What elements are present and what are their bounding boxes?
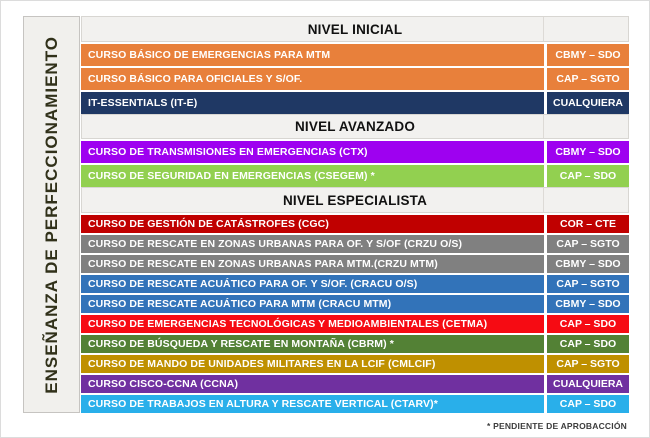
section-title: NIVEL AVANZADO: [294, 119, 416, 134]
rank-range-badge: CBMY – SDO: [547, 295, 629, 313]
course-level-section: NIVEL AVANZADO CURSO DE TRANSMISIONES EN…: [81, 114, 629, 187]
course-label: CURSO DE TRANSMISIONES EN EMERGENCIAS (C…: [88, 146, 368, 158]
course-label: CURSO DE MANDO DE UNIDADES MILITARES EN …: [88, 358, 436, 370]
course-label: CURSO BÁSICO PARA OFICIALES Y S/OF.: [88, 73, 303, 85]
course-name-cell: CURSO DE BÚSQUEDA Y RESCATE EN MONTAÑA (…: [81, 335, 544, 353]
course-label: CURSO DE GESTIÓN DE CATÁSTROFES (CGC): [88, 218, 329, 230]
rank-range-label: CBMY – SDO: [555, 298, 621, 310]
course-row: CURSO BÁSICO PARA OFICIALES Y S/OF. CAP …: [81, 68, 629, 90]
rank-range-badge: CUALQUIERA: [547, 375, 629, 393]
course-row: CURSO DE TRANSMISIONES EN EMERGENCIAS (C…: [81, 141, 629, 163]
course-row: CURSO BÁSICO DE EMERGENCIAS PARA MTM CBM…: [81, 44, 629, 66]
rank-range-label: CAP – SDO: [559, 170, 617, 182]
course-row: CURSO DE GESTIÓN DE CATÁSTROFES (CGC) CO…: [81, 215, 629, 233]
section-rows: CURSO BÁSICO DE EMERGENCIAS PARA MTM CBM…: [81, 44, 629, 114]
course-row: CURSO DE EMERGENCIAS TECNOLÓGICAS Y MEDI…: [81, 315, 629, 333]
course-name-cell: CURSO DE SEGURIDAD EN EMERGENCIAS (CSEGE…: [81, 165, 544, 187]
rank-range-label: CBMY – SDO: [555, 258, 621, 270]
rank-range-badge: COR – CTE: [547, 215, 629, 233]
rank-range-badge: CBMY – SDO: [547, 44, 629, 66]
course-row: CURSO DE RESCATE ACUÁTICO PARA MTM (CRAC…: [81, 295, 629, 313]
rank-range-label: CAP – SGTO: [556, 358, 620, 370]
rank-range-label: COR – CTE: [559, 218, 616, 230]
course-name-cell: CURSO DE GESTIÓN DE CATÁSTROFES (CGC): [81, 215, 544, 233]
section-header: NIVEL INICIAL: [81, 16, 629, 42]
course-name-cell: CURSO CISCO-CCNA (CCNA): [81, 375, 544, 393]
rank-range-badge: CAP – SGTO: [547, 235, 629, 253]
section-header: NIVEL ESPECIALISTA: [81, 187, 629, 213]
rank-range-badge: CAP – SDO: [547, 335, 629, 353]
course-name-cell: CURSO DE MANDO DE UNIDADES MILITARES EN …: [81, 355, 544, 373]
section-rows: CURSO DE GESTIÓN DE CATÁSTROFES (CGC) CO…: [81, 215, 629, 413]
rank-range-label: CUALQUIERA: [553, 378, 623, 390]
course-label: CURSO CISCO-CCNA (CCNA): [88, 378, 239, 390]
course-name-cell: CURSO DE RESCATE ACUÁTICO PARA OF. Y S/O…: [81, 275, 544, 293]
course-label: CURSO DE RESCATE EN ZONAS URBANAS PARA O…: [88, 238, 463, 250]
sidebar-title: ENSEÑANZA DE PERFECCIONAMIENTO: [41, 35, 61, 394]
course-label: CURSO DE SEGURIDAD EN EMERGENCIAS (CSEGE…: [88, 170, 375, 182]
footnote: * PENDIENTE DE APROBACCIÓN: [487, 421, 627, 431]
course-row: CURSO DE RESCATE EN ZONAS URBANAS PARA M…: [81, 255, 629, 273]
course-label: CURSO DE RESCATE ACUÁTICO PARA OF. Y S/O…: [88, 278, 418, 290]
course-label: CURSO DE TRABAJOS EN ALTURA Y RESCATE VE…: [88, 398, 438, 410]
rank-range-label: CBMY – SDO: [555, 49, 621, 61]
course-label: CURSO DE BÚSQUEDA Y RESCATE EN MONTAÑA (…: [88, 338, 394, 350]
section-title: NIVEL ESPECIALISTA: [282, 192, 428, 208]
course-name-cell: CURSO DE RESCATE EN ZONAS URBANAS PARA M…: [81, 255, 544, 273]
course-name-cell: CURSO DE TRABAJOS EN ALTURA Y RESCATE VE…: [81, 395, 544, 413]
course-row: IT-ESSENTIALS (IT-E) CUALQUIERA: [81, 92, 629, 114]
course-row: CURSO DE MANDO DE UNIDADES MILITARES EN …: [81, 355, 629, 373]
rank-range-badge: CAP – SDO: [547, 395, 629, 413]
course-label: CURSO BÁSICO DE EMERGENCIAS PARA MTM: [88, 49, 331, 61]
rank-range-label: CAP – SGTO: [556, 238, 620, 250]
course-row: CURSO DE TRABAJOS EN ALTURA Y RESCATE VE…: [81, 395, 629, 413]
course-name-cell: CURSO DE RESCATE ACUÁTICO PARA MTM (CRAC…: [81, 295, 544, 313]
course-row: CURSO DE RESCATE ACUÁTICO PARA OF. Y S/O…: [81, 275, 629, 293]
course-row: CURSO DE BÚSQUEDA Y RESCATE EN MONTAÑA (…: [81, 335, 629, 353]
course-label: CURSO DE RESCATE ACUÁTICO PARA MTM (CRAC…: [88, 298, 392, 310]
rank-range-badge: CUALQUIERA: [547, 92, 629, 114]
course-name-cell: CURSO DE EMERGENCIAS TECNOLÓGICAS Y MEDI…: [81, 315, 544, 333]
rank-range-badge: CBMY – SDO: [547, 255, 629, 273]
course-label: CURSO DE RESCATE EN ZONAS URBANAS PARA M…: [88, 258, 438, 270]
course-name-cell: CURSO BÁSICO PARA OFICIALES Y S/OF.: [81, 68, 544, 90]
course-name-cell: CURSO DE TRANSMISIONES EN EMERGENCIAS (C…: [81, 141, 544, 163]
course-level-section: NIVEL ESPECIALISTA CURSO DE GESTIÓN DE C…: [81, 187, 629, 413]
section-title: NIVEL INICIAL: [307, 21, 403, 37]
course-name-cell: CURSO BÁSICO DE EMERGENCIAS PARA MTM: [81, 44, 544, 66]
rank-range-badge: CAP – SDO: [547, 165, 629, 187]
course-row: CURSO CISCO-CCNA (CCNA) CUALQUIERA: [81, 375, 629, 393]
rank-range-badge: CBMY – SDO: [547, 141, 629, 163]
rank-range-label: CAP – SGTO: [556, 278, 620, 290]
rank-range-label: CAP – SDO: [559, 318, 617, 330]
rank-range-label: CAP – SDO: [559, 338, 617, 350]
section-rows: CURSO DE TRANSMISIONES EN EMERGENCIAS (C…: [81, 141, 629, 187]
course-label: IT-ESSENTIALS (IT-E): [88, 97, 198, 109]
rank-range-label: CBMY – SDO: [555, 146, 621, 158]
rank-range-badge: CAP – SGTO: [547, 68, 629, 90]
rank-range-badge: CAP – SGTO: [547, 355, 629, 373]
course-table: NIVEL INICIAL CURSO BÁSICO DE EMERGENCIA…: [81, 16, 629, 413]
section-header: NIVEL AVANZADO: [81, 114, 629, 139]
course-name-cell: CURSO DE RESCATE EN ZONAS URBANAS PARA O…: [81, 235, 544, 253]
course-name-cell: IT-ESSENTIALS (IT-E): [81, 92, 544, 114]
rank-range-label: CAP – SDO: [559, 398, 617, 410]
rank-range-label: CUALQUIERA: [553, 97, 623, 109]
course-level-section: NIVEL INICIAL CURSO BÁSICO DE EMERGENCIA…: [81, 16, 629, 114]
course-label: CURSO DE EMERGENCIAS TECNOLÓGICAS Y MEDI…: [88, 318, 488, 330]
rank-range-label: CAP – SGTO: [556, 73, 620, 85]
rank-range-badge: CAP – SDO: [547, 315, 629, 333]
sidebar: ENSEÑANZA DE PERFECCIONAMIENTO: [23, 16, 80, 413]
course-row: CURSO DE SEGURIDAD EN EMERGENCIAS (CSEGE…: [81, 165, 629, 187]
course-row: CURSO DE RESCATE EN ZONAS URBANAS PARA O…: [81, 235, 629, 253]
rank-range-badge: CAP – SGTO: [547, 275, 629, 293]
